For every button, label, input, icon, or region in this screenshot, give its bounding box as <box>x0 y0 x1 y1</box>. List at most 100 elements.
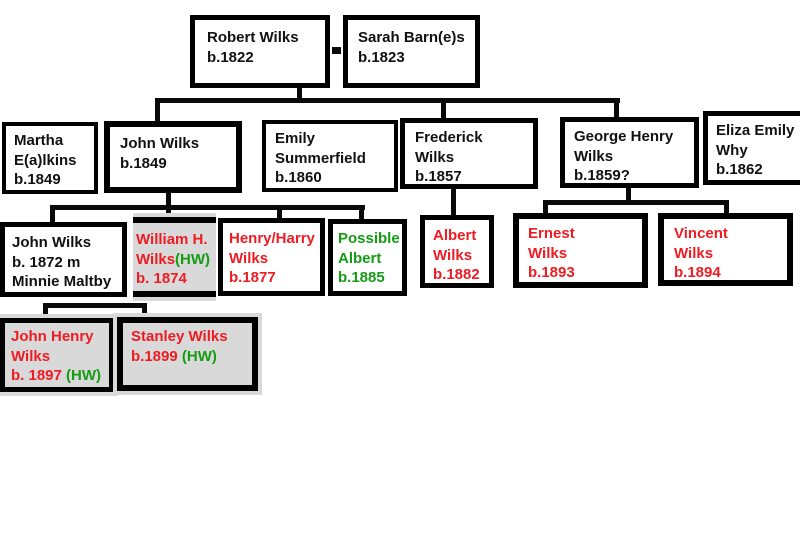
text-segment: Wilks <box>574 147 614 165</box>
connector-drop-john-wilks-1849 <box>155 98 160 123</box>
text-segment: Vincent <box>674 225 728 242</box>
person-text-line: b.1882 <box>433 265 489 285</box>
text-segment: Emily <box>275 130 316 147</box>
text-segment: b. 1872 m <box>12 253 81 271</box>
person-text-line: b. 1872 m <box>12 253 122 273</box>
text-segment: Wilks <box>11 347 51 365</box>
connector-drop-vincent <box>724 200 729 214</box>
text-segment: Summerfield <box>275 149 366 167</box>
person-text-line: Wilks <box>229 249 320 269</box>
text-segment: John Wilks <box>120 135 200 152</box>
connector-drop-ernest <box>543 200 548 214</box>
person-text-line: Martha <box>14 131 94 151</box>
person-text-line: b.1877 <box>229 268 320 288</box>
person-box-eliza-emily-why: Eliza Emily Why b.1862 <box>703 111 800 185</box>
connector-drop-stanley <box>142 303 147 318</box>
person-box-emily-summerfield: Emily Summerfield b.1860 <box>262 120 398 192</box>
text-segment: b.1877 <box>229 269 276 286</box>
connector-george-children-drop <box>626 187 631 205</box>
person-text-line: Albert <box>433 226 489 246</box>
person-text-line: Wilks <box>574 147 694 167</box>
connector-gen4-sibling-line <box>43 303 147 308</box>
person-text-line: Ernest <box>528 224 642 244</box>
text-segment: Wilks <box>433 246 473 264</box>
person-text-line: John Wilks <box>120 134 236 154</box>
person-box-possible-albert: Possible Albert b.1885 <box>328 219 407 296</box>
person-text-line: b.1893 <box>528 263 642 283</box>
text-segment: Wilks <box>528 244 568 262</box>
person-text-line: b. 1897 (HW) <box>11 366 109 386</box>
person-text-line: John Wilks <box>12 233 122 253</box>
person-text-line: Stanley Wilks <box>131 327 252 347</box>
person-text-line: Vincent <box>674 224 787 244</box>
person-text-line: John Henry <box>11 327 109 347</box>
person-text-line: Henry/Harry <box>229 229 320 249</box>
person-box-frederick-wilks: Frederick Wilks b.1857 <box>400 118 538 189</box>
connector-gen2-sibling-line <box>155 98 620 103</box>
text-segment: Why <box>716 141 748 159</box>
text-segment: b.1859? <box>574 167 630 184</box>
text-segment: b.1882 <box>433 266 480 283</box>
person-box-william-h-wilks: William H. Wilks(HW) b. 1874 <box>133 217 216 297</box>
text-segment: b.1894 <box>674 264 721 281</box>
person-box-john-wilks-1872: John Wilks b. 1872 m Minnie Maltby <box>0 222 127 297</box>
text-segment: (HW) <box>66 367 102 384</box>
text-segment: b.1849 <box>14 171 61 188</box>
connector-couple-drop <box>297 88 302 103</box>
text-segment: Albert <box>433 227 477 244</box>
text-segment: (HW) <box>181 347 217 365</box>
text-segment: George Henry <box>574 128 674 145</box>
person-text-line: Eliza Emily <box>716 121 800 141</box>
connector-gen3-sibling-line-george <box>543 200 729 205</box>
person-text-line: b. 1874 <box>136 269 216 289</box>
text-segment: b.1899 <box>131 347 182 365</box>
person-text-line: Wilks <box>415 148 533 168</box>
person-box-stanley-wilks: Stanley Wilks b.1899 (HW) <box>117 317 258 391</box>
person-text-line: Robert Wilks <box>207 28 325 48</box>
text-segment: Minnie Maltby <box>12 273 112 290</box>
text-segment: Martha <box>14 132 64 149</box>
text-segment: b.1823 <box>358 48 405 66</box>
person-text-line: b.1823 <box>358 48 475 68</box>
person-text-line: E(a)lkins <box>14 151 94 171</box>
text-segment: William H. <box>136 231 208 248</box>
person-text-line: b.1894 <box>674 263 787 283</box>
text-segment: Frederick <box>415 129 483 146</box>
person-text-line: b.1859? <box>574 166 694 186</box>
person-box-ernest-wilks: Ernest Wilks b.1893 <box>513 213 648 288</box>
text-segment: Henry/Harry <box>229 230 315 247</box>
text-segment: b.1857 <box>415 168 462 185</box>
text-segment: Ernest <box>528 225 575 242</box>
text-segment: Sarah Barn(e)s <box>358 29 465 46</box>
person-box-vincent-wilks: Vincent Wilks b.1894 <box>658 213 793 286</box>
person-text-line: Why <box>716 141 800 161</box>
person-text-line: b.1857 <box>415 167 533 187</box>
person-text-line: Wilks <box>528 244 642 264</box>
text-segment: b.1893 <box>528 264 575 281</box>
person-text-line: b.1885 <box>338 268 402 288</box>
text-segment: Robert Wilks <box>207 29 299 46</box>
person-text-line: William H. <box>136 230 216 250</box>
text-segment: b.1849 <box>120 154 167 172</box>
person-box-albert-wilks: Albert Wilks b.1882 <box>420 215 494 288</box>
text-segment: b.1822 <box>207 48 254 66</box>
connector-john1849-children-drop <box>166 193 171 208</box>
text-segment: Stanley Wilks <box>131 328 228 345</box>
person-box-george-henry-wilks: George Henry Wilks b.1859? <box>560 117 699 188</box>
person-text-line: Wilks(HW) <box>136 250 216 270</box>
person-text-line: Possible <box>338 229 402 249</box>
connector-drop-john-henry <box>43 303 48 319</box>
marriage-dash <box>332 47 341 54</box>
text-segment: Wilks <box>229 249 269 267</box>
person-text-line: b.1822 <box>207 48 325 68</box>
text-segment: Possible <box>338 230 400 247</box>
text-segment: b.1860 <box>275 169 322 186</box>
person-box-john-wilks-1849: John Wilks b.1849 <box>104 121 242 193</box>
text-segment: Wilks <box>674 244 714 262</box>
person-box-henry-harry-wilks: Henry/Harry Wilks b.1877 <box>218 218 325 296</box>
text-segment: John Wilks <box>12 234 92 251</box>
person-text-line: b.1849 <box>120 154 236 174</box>
text-segment: E(a)lkins <box>14 151 77 169</box>
connector-drop-george-henry <box>614 98 619 118</box>
person-box-sarah-barnes: Sarah Barn(e)s b.1823 <box>343 15 480 88</box>
